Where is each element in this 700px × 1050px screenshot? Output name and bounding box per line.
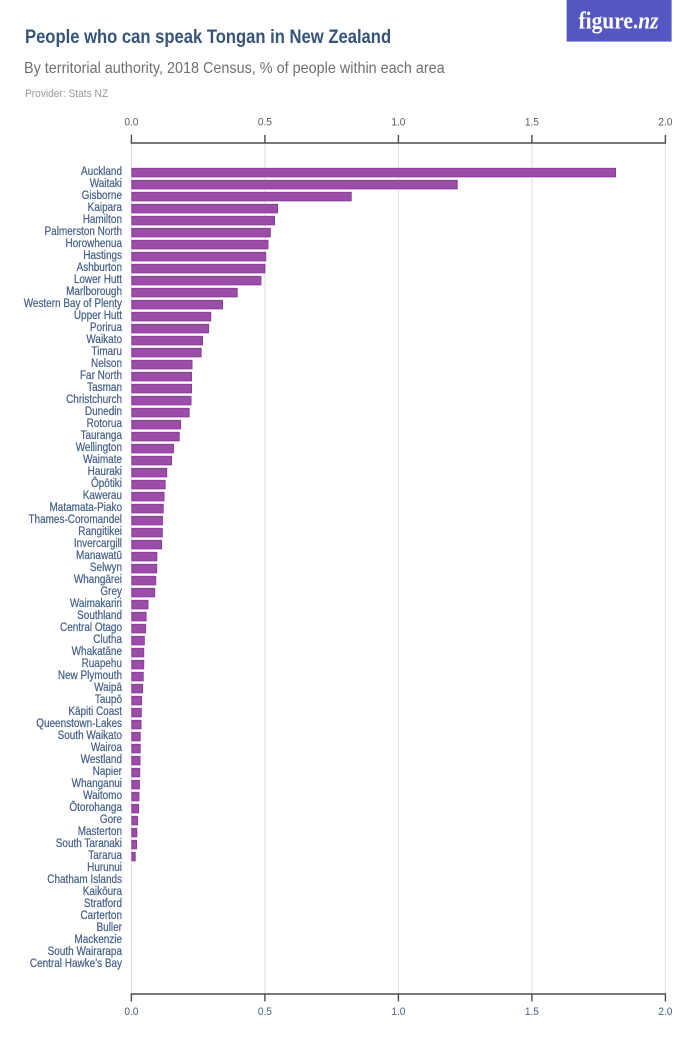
svg-text:Tauranga: Tauranga [80, 429, 122, 442]
svg-text:South Wairarapa: South Wairarapa [48, 945, 123, 958]
svg-text:Waipā: Waipā [94, 681, 123, 694]
svg-text:Kaipara: Kaipara [88, 201, 123, 214]
svg-text:Far North: Far North [80, 369, 122, 382]
svg-text:Ruapehu: Ruapehu [82, 657, 122, 670]
svg-text:Gisborne: Gisborne [82, 189, 122, 202]
svg-text:Manawatū: Manawatū [76, 549, 122, 562]
svg-text:Grey: Grey [100, 585, 122, 598]
svg-text:0.5: 0.5 [258, 1005, 272, 1018]
svg-text:Ōtorohanga: Ōtorohanga [69, 801, 122, 814]
svg-text:Buller: Buller [97, 921, 123, 934]
svg-text:0.0: 0.0 [124, 1005, 138, 1018]
svg-text:Queenstown-Lakes: Queenstown-Lakes [36, 717, 122, 730]
svg-text:Hastings: Hastings [83, 249, 122, 262]
svg-text:Wairoa: Wairoa [91, 741, 123, 754]
svg-text:2.0: 2.0 [658, 116, 672, 129]
svg-text:Southland: Southland [77, 609, 122, 622]
svg-text:Whakatāne: Whakatāne [72, 645, 122, 658]
svg-text:Rotorua: Rotorua [87, 417, 123, 430]
svg-text:Waikato: Waikato [86, 333, 122, 346]
svg-text:1.5: 1.5 [525, 1005, 539, 1018]
svg-text:Clutha: Clutha [93, 633, 123, 646]
svg-text:Carterton: Carterton [80, 909, 122, 922]
svg-text:0.0: 0.0 [124, 116, 138, 129]
svg-text:Matamata-Piako: Matamata-Piako [50, 501, 122, 514]
svg-text:Waimakariri: Waimakariri [70, 597, 122, 610]
svg-text:Chatham Islands: Chatham Islands [47, 873, 122, 886]
svg-text:Timaru: Timaru [91, 345, 122, 358]
svg-text:Upper Hutt: Upper Hutt [74, 309, 122, 322]
svg-text:Hurunui: Hurunui [87, 861, 122, 874]
svg-text:Rangitikei: Rangitikei [78, 525, 122, 538]
svg-text:Mackenzie: Mackenzie [74, 933, 122, 946]
svg-text:New Plymouth: New Plymouth [58, 669, 122, 682]
svg-text:2.0: 2.0 [658, 1005, 672, 1018]
svg-text:Wellington: Wellington [76, 441, 122, 454]
svg-text:Horowhenua: Horowhenua [66, 237, 123, 250]
svg-text:Thames-Coromandel: Thames-Coromandel [28, 513, 122, 526]
svg-text:Selwyn: Selwyn [90, 561, 122, 574]
svg-text:1.5: 1.5 [525, 116, 539, 129]
svg-text:South Waikato: South Waikato [58, 729, 122, 742]
svg-text:Stratford: Stratford [84, 897, 122, 910]
svg-text:0.5: 0.5 [258, 116, 272, 129]
svg-text:Whangārei: Whangārei [74, 573, 122, 586]
svg-text:Napier: Napier [93, 765, 123, 778]
svg-text:People who can speak Tongan in: People who can speak Tongan in New Zeala… [25, 26, 391, 48]
svg-text:Invercargill: Invercargill [74, 537, 122, 550]
svg-text:Kaikōura: Kaikōura [83, 885, 123, 898]
svg-text:Kawerau: Kawerau [83, 489, 122, 502]
svg-text:Nelson: Nelson [91, 357, 122, 370]
svg-text:Central Otago: Central Otago [60, 621, 122, 634]
svg-text:Westland: Westland [81, 753, 122, 766]
svg-text:Central Hawke's Bay: Central Hawke's Bay [30, 957, 123, 970]
svg-text:Christchurch: Christchurch [66, 393, 122, 406]
svg-text:figure.nz: figure.nz [579, 8, 660, 34]
svg-text:Masterton: Masterton [78, 825, 122, 838]
svg-text:By territorial authority, 2018: By territorial authority, 2018 Census, %… [24, 60, 445, 78]
svg-text:Waitomo: Waitomo [83, 789, 122, 802]
svg-text:Gore: Gore [100, 813, 122, 826]
svg-text:1.0: 1.0 [391, 1005, 405, 1018]
svg-text:Kāpiti Coast: Kāpiti Coast [68, 705, 122, 718]
svg-text:Waitaki: Waitaki [90, 177, 122, 190]
svg-text:Hauraki: Hauraki [88, 465, 122, 478]
svg-text:Tasman: Tasman [87, 381, 122, 394]
svg-text:1.0: 1.0 [391, 116, 405, 129]
svg-text:Western Bay of Plenty: Western Bay of Plenty [24, 297, 123, 310]
svg-text:South Taranaki: South Taranaki [56, 837, 122, 850]
svg-text:Dunedin: Dunedin [85, 405, 122, 418]
svg-text:Palmerston North: Palmerston North [45, 225, 122, 238]
svg-text:Ashburton: Ashburton [77, 261, 122, 274]
svg-text:Provider: Stats NZ: Provider: Stats NZ [25, 87, 108, 100]
svg-text:Waimate: Waimate [83, 453, 122, 466]
svg-text:Hamilton: Hamilton [83, 213, 122, 226]
svg-text:Taupō: Taupō [95, 693, 122, 706]
svg-text:Porirua: Porirua [90, 321, 123, 334]
svg-text:Whanganui: Whanganui [72, 777, 122, 790]
svg-text:Auckland: Auckland [81, 165, 122, 178]
svg-text:Marlborough: Marlborough [66, 285, 122, 298]
svg-text:Ōpōtiki: Ōpōtiki [91, 477, 122, 490]
svg-text:Lower Hutt: Lower Hutt [74, 273, 122, 286]
svg-text:Tararua: Tararua [88, 849, 123, 862]
